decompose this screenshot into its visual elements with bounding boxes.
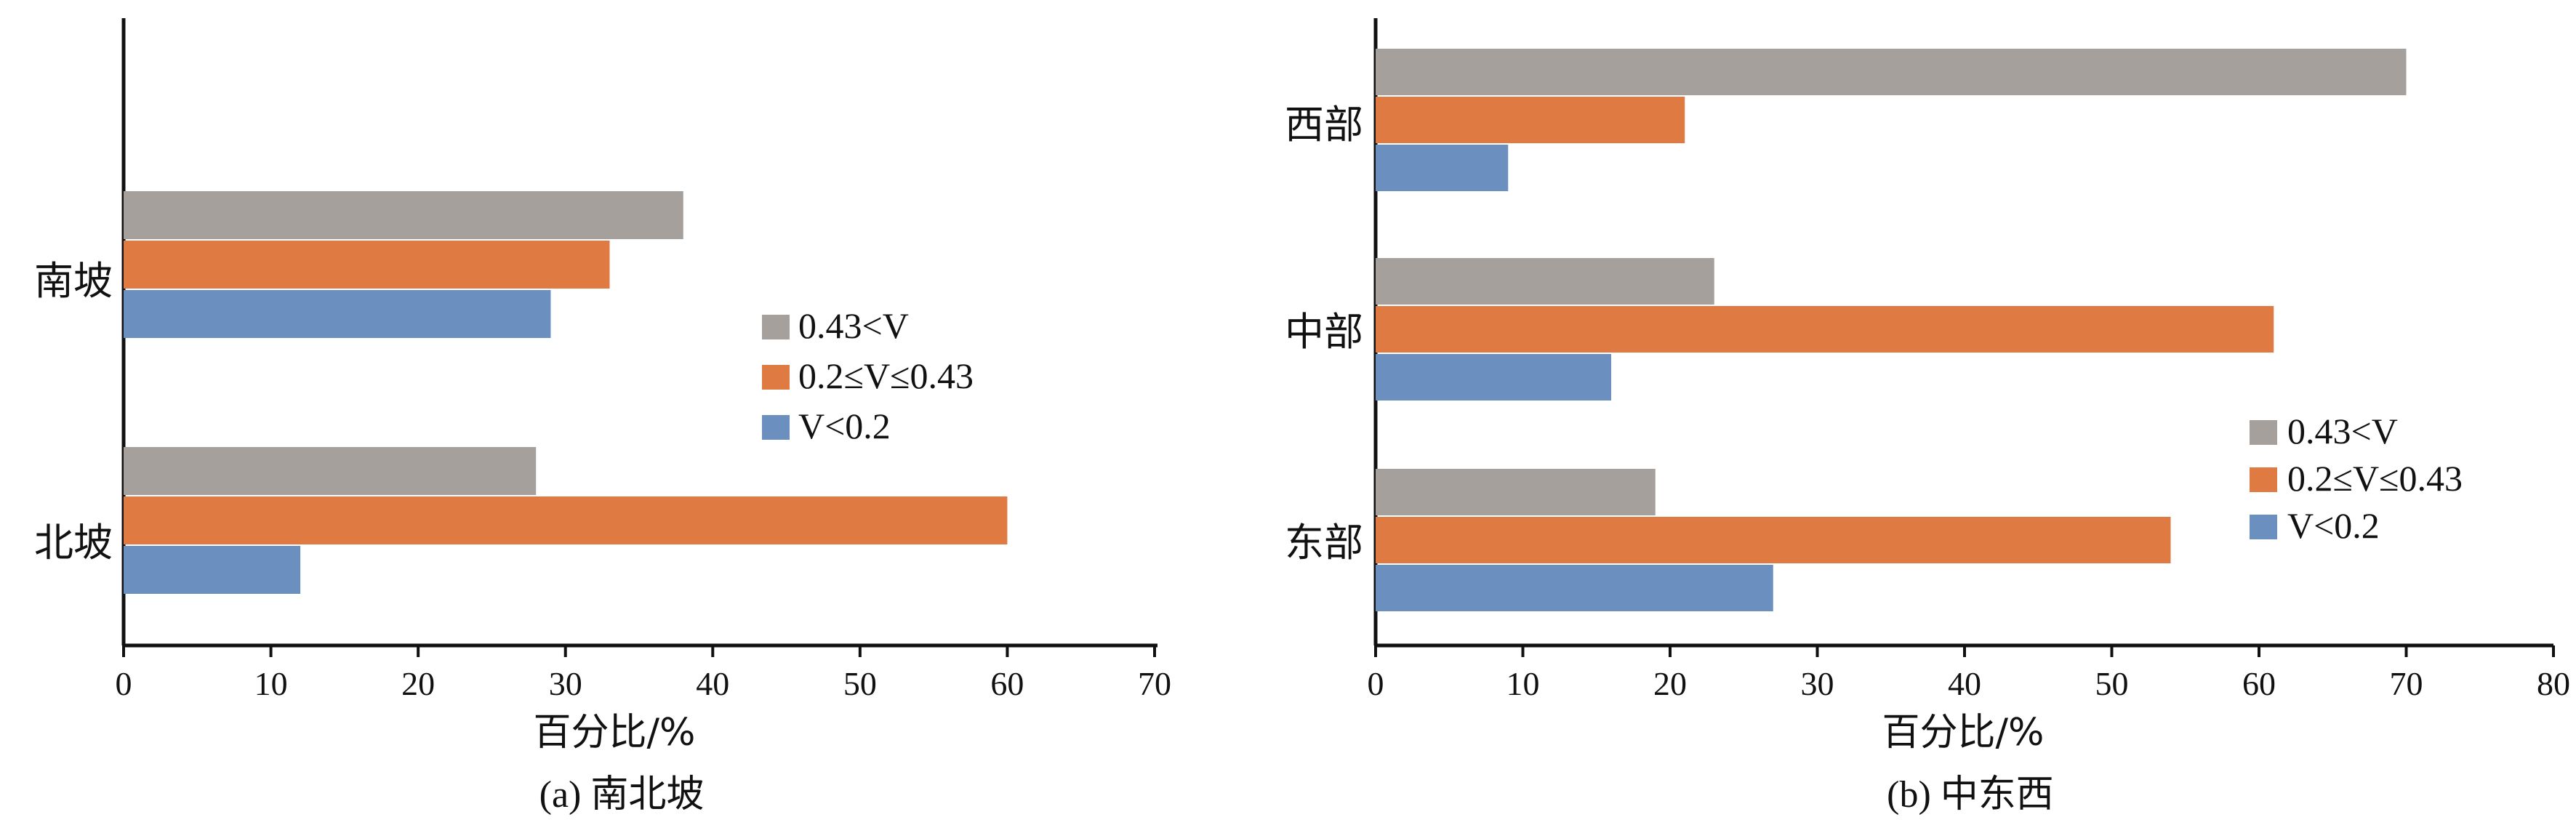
chart-caption: (b) 中东西 <box>1887 774 2054 816</box>
legend: 0.43<V 0.2≤V≤0.43 V<0.2 <box>762 305 974 446</box>
category-label: 中部 <box>1285 309 1363 355</box>
legend-label: 0.43<V <box>798 305 909 346</box>
bar <box>1376 354 1611 401</box>
bar <box>1376 306 2274 353</box>
x-tick-label: 50 <box>2095 665 2129 702</box>
chart-panel-a: 0 10 20 30 40 50 60 70 南坡 北坡 百分比/% (a) 南北坡 0.43… <box>34 18 1171 816</box>
legend-swatch-blue <box>2250 515 2277 539</box>
chart-caption: (a) 南北坡 <box>539 774 705 816</box>
x-tick-label: 50 <box>843 665 877 702</box>
bar <box>1376 97 1685 143</box>
bar <box>1376 565 1773 611</box>
x-tick-label: 30 <box>1801 665 1834 702</box>
legend-swatch-gray <box>762 315 790 339</box>
x-tick-label: 10 <box>1506 665 1540 702</box>
legend-label: 0.2≤V≤0.43 <box>798 355 974 396</box>
legend-swatch-gray <box>2250 420 2277 445</box>
x-tick-label: 30 <box>549 665 582 702</box>
category-label: 西部 <box>1285 102 1363 148</box>
bar <box>124 191 683 239</box>
legend: 0.43<V 0.2≤V≤0.43 V<0.2 <box>2250 411 2463 546</box>
bar <box>1376 145 1509 191</box>
x-tick-label: 80 <box>2537 665 2570 702</box>
x-axis-title: 百分比/% <box>534 711 696 754</box>
bar <box>124 290 551 338</box>
legend-swatch-orange <box>2250 467 2277 492</box>
x-tick-label: 40 <box>1948 665 1981 702</box>
bar <box>124 447 537 495</box>
x-tick-label: 40 <box>696 665 729 702</box>
x-tick-label: 20 <box>1653 665 1687 702</box>
bar <box>1376 258 1714 305</box>
x-tick-label: 10 <box>254 665 288 702</box>
x-tick-label: 0 <box>1368 665 1384 702</box>
x-tick-label: 70 <box>1138 665 1171 702</box>
category-label: 南坡 <box>34 258 113 304</box>
bar <box>124 546 301 594</box>
x-tick-label: 60 <box>990 665 1024 702</box>
legend-label: 0.2≤V≤0.43 <box>2287 458 2463 499</box>
bar <box>1376 469 1656 515</box>
legend-swatch-orange <box>762 365 790 390</box>
bar <box>124 241 610 289</box>
legend-label: V<0.2 <box>2287 505 2380 546</box>
x-tick-label: 20 <box>401 665 435 702</box>
category-label: 北坡 <box>34 520 113 566</box>
bar <box>1376 49 2407 95</box>
x-tick-label: 0 <box>116 665 132 702</box>
x-axis-title: 百分比/% <box>1882 711 2045 754</box>
legend-label: V<0.2 <box>798 406 891 446</box>
legend-swatch-blue <box>762 415 790 440</box>
category-label: 东部 <box>1285 520 1363 566</box>
bar <box>1376 517 2171 563</box>
bar <box>124 496 1008 544</box>
chart-panel-b: 0 10 20 30 40 50 60 70 80 西部 中部 东部 百分比/% (b) 中东西… <box>1285 18 2570 816</box>
legend-label: 0.43<V <box>2287 411 2398 451</box>
x-tick-label: 70 <box>2390 665 2423 702</box>
x-tick-label: 60 <box>2242 665 2276 702</box>
